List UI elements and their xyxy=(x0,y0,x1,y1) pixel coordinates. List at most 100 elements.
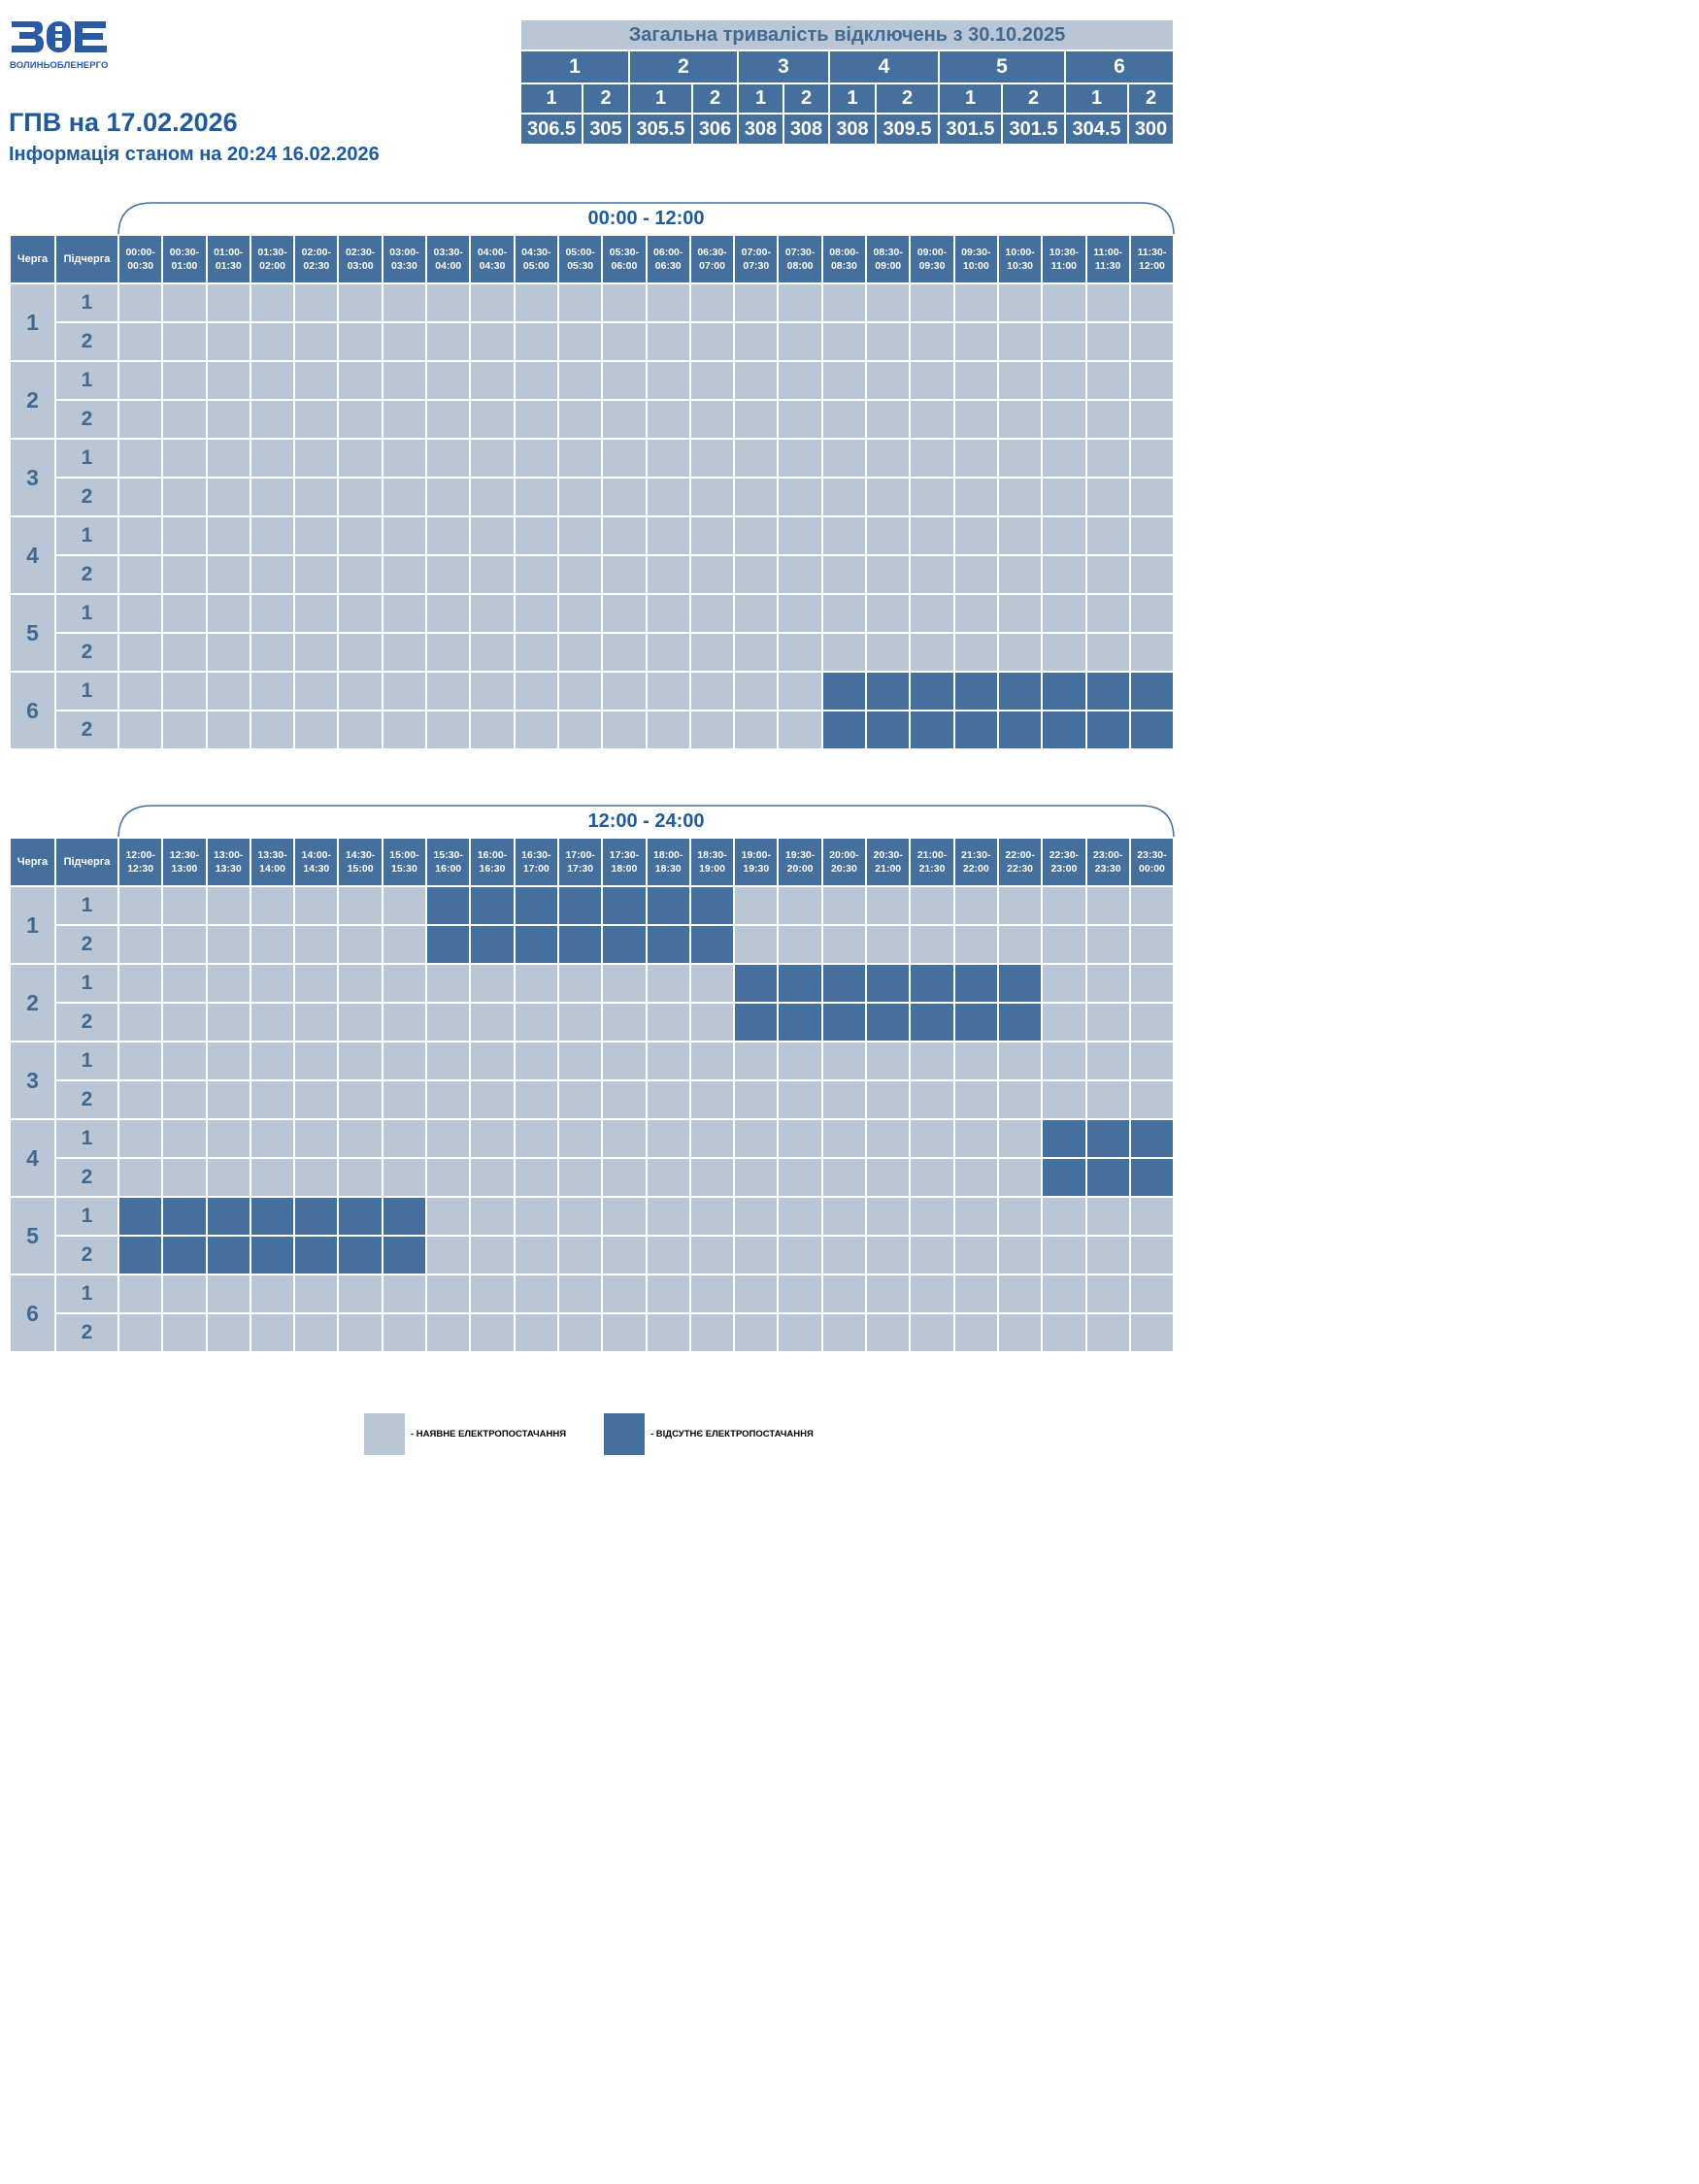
slot-power-on xyxy=(1084,438,1131,479)
slot-power-on xyxy=(513,1157,559,1198)
slot-power-off xyxy=(205,1196,251,1237)
slot-power-on xyxy=(909,632,955,673)
slot-power-on xyxy=(117,1274,164,1314)
slot-power-off xyxy=(996,710,1044,750)
slot-power-on xyxy=(337,438,383,479)
slot-power-on xyxy=(1084,1041,1131,1081)
slot-power-on xyxy=(601,1118,648,1159)
slot-power-on xyxy=(733,399,780,440)
slot-power-on xyxy=(425,963,472,1004)
slot-power-on xyxy=(777,671,823,711)
slot-power-on xyxy=(865,282,912,323)
slot-power-on xyxy=(249,1157,296,1198)
slot-power-on xyxy=(205,515,251,556)
bracket-arc-icon xyxy=(117,202,1175,237)
slot-power-off xyxy=(1084,710,1131,750)
slot-power-off xyxy=(556,885,604,926)
time-slot-header: 06:00- 06:30 xyxy=(645,234,691,284)
queue-number: 4 xyxy=(9,515,56,595)
slot-power-on xyxy=(645,1274,691,1314)
slot-power-on xyxy=(117,1118,164,1159)
slot-power-on xyxy=(337,671,383,711)
summary-subqueue-header: 2 xyxy=(1127,83,1175,115)
schedule-table-morning: Черга Підчерга 00:00- 00:30 00:30- 01:00 01:00… xyxy=(9,234,1176,750)
slot-power-on xyxy=(205,710,251,750)
slot-power-on xyxy=(952,477,999,517)
slot-power-on xyxy=(161,321,208,362)
time-slot-header: 18:30- 19:00 xyxy=(688,837,736,887)
slot-power-on xyxy=(1084,477,1131,517)
subqueue-number: 2 xyxy=(54,399,119,440)
slot-power-on xyxy=(1084,1312,1131,1353)
slot-power-on xyxy=(249,1002,296,1042)
slot-power-off xyxy=(996,1002,1044,1042)
slot-power-on xyxy=(1128,963,1176,1004)
slot-power-on xyxy=(513,1312,559,1353)
slot-power-on xyxy=(513,1196,559,1237)
slot-power-on xyxy=(381,1274,428,1314)
slot-power-on xyxy=(513,671,559,711)
slot-power-on xyxy=(1128,1002,1176,1042)
slot-power-on xyxy=(909,1274,955,1314)
slot-power-on xyxy=(1041,360,1087,401)
slot-power-on xyxy=(556,1196,604,1237)
summary-subqueue-header: 1 xyxy=(737,83,784,115)
slot-power-on xyxy=(425,1157,472,1198)
slot-power-on xyxy=(820,282,868,323)
slot-power-on xyxy=(1041,1079,1087,1120)
slot-power-on xyxy=(820,885,868,926)
slot-power-on xyxy=(117,710,164,750)
slot-power-on xyxy=(820,399,868,440)
slot-power-on xyxy=(249,963,296,1004)
slot-power-on xyxy=(337,1157,383,1198)
slot-power-on xyxy=(1041,1041,1087,1081)
slot-power-on xyxy=(909,1118,955,1159)
slot-power-on xyxy=(1084,1002,1131,1042)
slot-power-on xyxy=(425,399,472,440)
slot-power-on xyxy=(733,321,780,362)
slot-power-on xyxy=(733,1157,780,1198)
slot-power-on xyxy=(996,924,1044,965)
slot-power-on xyxy=(381,885,428,926)
slot-power-on xyxy=(996,1312,1044,1353)
slot-power-on xyxy=(556,1002,604,1042)
slot-power-on xyxy=(469,360,516,401)
subqueue-number: 1 xyxy=(54,438,119,479)
slot-power-on xyxy=(601,671,648,711)
slot-power-on xyxy=(293,885,340,926)
slot-power-on xyxy=(205,963,251,1004)
slot-power-on xyxy=(601,438,648,479)
slot-power-on xyxy=(952,593,999,634)
slot-power-on xyxy=(865,1118,912,1159)
time-slot-header: 11:30- 12:00 xyxy=(1128,234,1176,284)
slot-power-on xyxy=(293,1002,340,1042)
slot-power-on xyxy=(556,671,604,711)
schedule-row: 2 xyxy=(10,924,1176,965)
slot-power-on xyxy=(117,282,164,323)
subqueue-number: 2 xyxy=(54,1235,119,1275)
schedule-row: 2 xyxy=(10,632,1176,673)
summary-subqueue-header: 2 xyxy=(691,83,739,115)
slot-power-on xyxy=(820,1079,868,1120)
slot-power-on xyxy=(293,1041,340,1081)
time-slot-header: 10:00- 10:30 xyxy=(996,234,1044,284)
slot-power-on xyxy=(381,1118,428,1159)
subqueue-number: 1 xyxy=(54,1274,119,1314)
info-timestamp: Інформація станом на 20:24 16.02.2026 xyxy=(9,144,380,165)
slot-power-on xyxy=(996,1157,1044,1198)
slot-power-on xyxy=(777,1274,823,1314)
summary-hours-value: 304.5 xyxy=(1064,113,1129,146)
slot-power-on xyxy=(249,321,296,362)
slot-power-on xyxy=(1041,554,1087,595)
slot-power-on xyxy=(117,321,164,362)
slot-power-on xyxy=(733,554,780,595)
slot-power-on xyxy=(556,632,604,673)
slot-power-on xyxy=(733,632,780,673)
slot-power-on xyxy=(469,1118,516,1159)
slot-power-on xyxy=(381,1312,428,1353)
slot-power-off xyxy=(469,924,516,965)
slot-power-on xyxy=(1128,360,1176,401)
slot-power-on xyxy=(381,924,428,965)
